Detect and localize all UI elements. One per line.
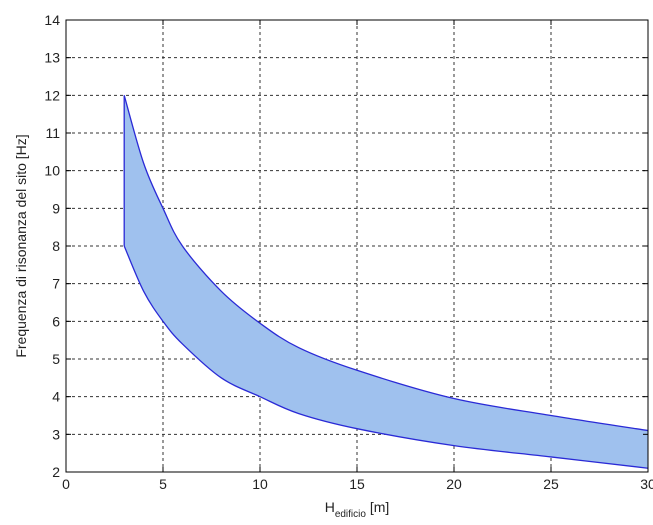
band-fill xyxy=(124,95,648,469)
y-tick-label: 3 xyxy=(52,426,60,442)
upper-bound-line xyxy=(123,95,649,432)
lower-bound-line xyxy=(123,245,649,469)
y-tick-label: 2 xyxy=(52,464,60,480)
y-tick-label: 13 xyxy=(44,50,60,66)
y-tick-label: 4 xyxy=(52,389,60,405)
y-tick-label: 11 xyxy=(45,125,60,141)
y-tick-label: 10 xyxy=(44,163,60,179)
x-tick-label: 15 xyxy=(349,476,365,492)
x-tick-label: 30 xyxy=(640,476,653,492)
x-tick-label: 20 xyxy=(446,476,462,492)
x-axis-label-subscript: edificio xyxy=(335,509,367,520)
y-tick-label: 9 xyxy=(52,200,60,216)
x-ticks: 0 5 10 15 20 25 30 xyxy=(62,20,653,492)
y-axis-label: Frequenza di risonanza del sito [Hz] xyxy=(13,134,29,357)
y-ticks: 2 3 4 5 6 7 8 9 10 11 12 13 14 xyxy=(44,12,648,480)
y-tick-label: 7 xyxy=(52,276,60,292)
x-tick-label: 0 xyxy=(62,476,70,492)
x-tick-label: 10 xyxy=(252,476,268,492)
y-tick-label: 5 xyxy=(52,351,60,367)
data-layer xyxy=(123,95,649,469)
x-axis-label: Hedificio [m] xyxy=(325,499,390,520)
x-axis-label-unit: [m] xyxy=(366,499,389,515)
y-tick-label: 14 xyxy=(44,12,60,28)
y-tick-label: 8 xyxy=(52,238,60,254)
x-tick-label: 5 xyxy=(159,476,167,492)
y-tick-label: 6 xyxy=(52,313,60,329)
x-tick-label: 25 xyxy=(543,476,559,492)
y-tick-label: 12 xyxy=(44,87,60,103)
x-axis-label-main: H xyxy=(325,499,335,515)
